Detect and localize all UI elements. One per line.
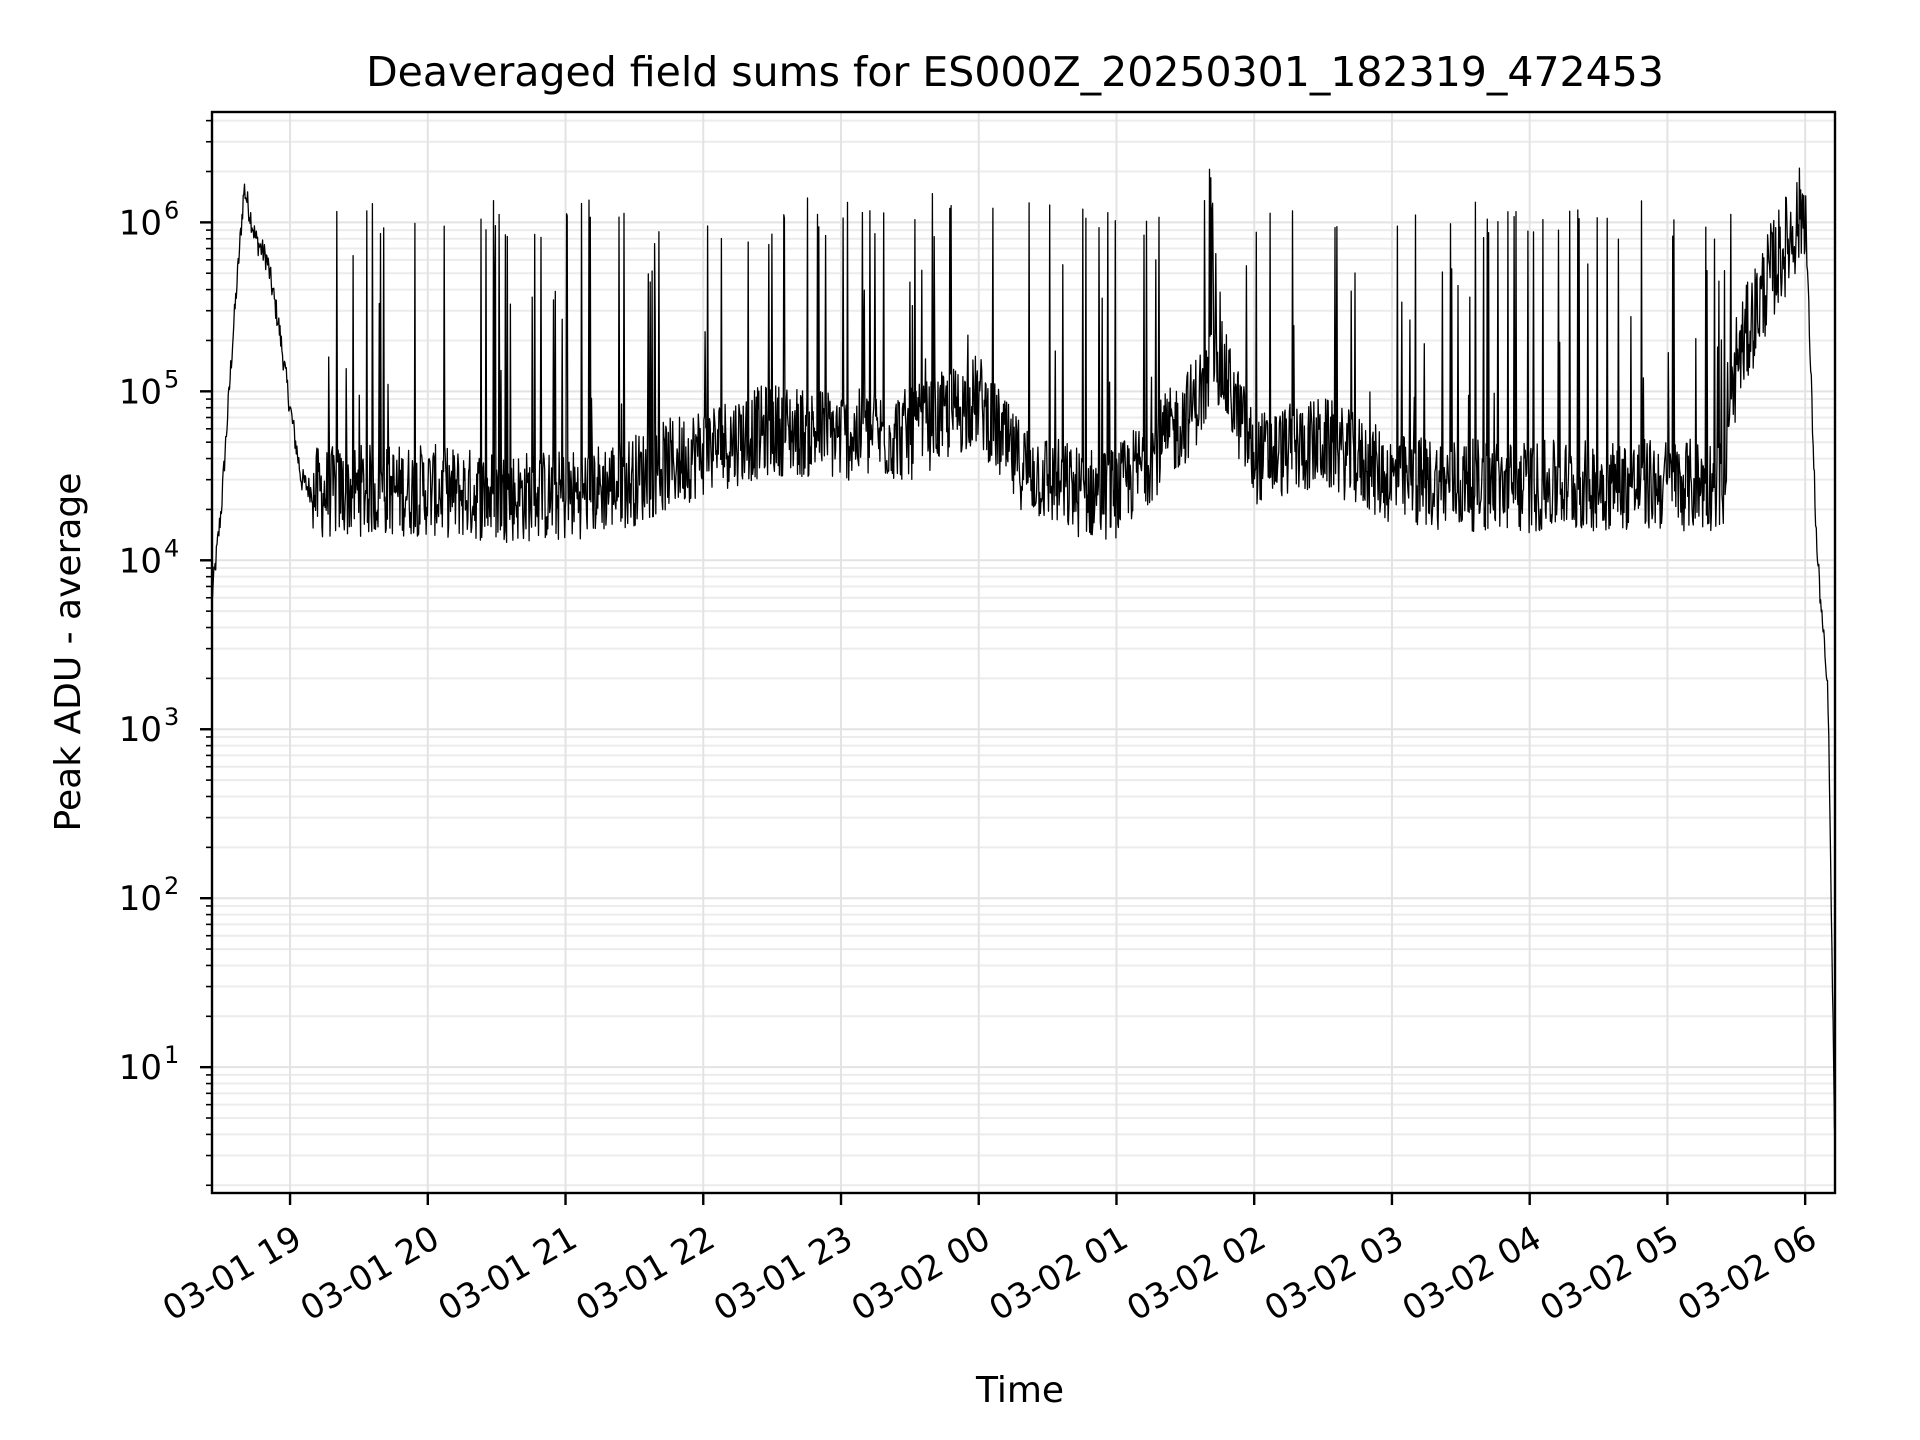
y-axis-label: Peak ADU - average [48,473,89,832]
y-tick-label: 10 [119,203,162,243]
y-tick-label-exponent: 1 [164,1041,179,1069]
y-tick-label-exponent: 3 [164,703,179,731]
y-tick-label: 10 [119,879,162,919]
y-tick-label: 10 [119,541,162,581]
y-tick-label-exponent: 5 [164,365,179,393]
major-gridlines [212,112,1835,1193]
series-line [211,167,1836,1146]
y-tick-label-exponent: 4 [164,534,179,562]
chart-title: Deaveraged field sums for ES000Z_2025030… [366,48,1664,96]
y-tick-label: 10 [119,710,162,750]
y-tick-label-exponent: 6 [164,196,179,224]
y-tick-label: 10 [119,372,162,412]
y-tick-label: 10 [119,1048,162,1088]
x-axis-label: Time [975,1370,1064,1411]
plot-frame [210,110,1837,1195]
y-tick-label-exponent: 2 [164,872,179,900]
